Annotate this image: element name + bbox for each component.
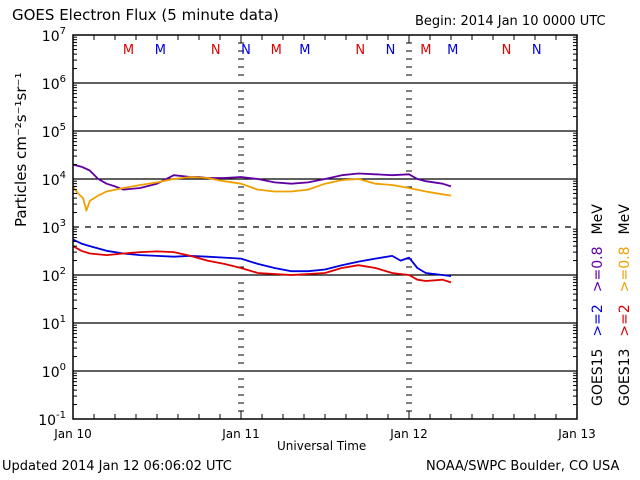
local-time-marker: M	[420, 43, 431, 58]
y-tick-label: 107	[42, 26, 66, 45]
local-time-marker: N	[355, 43, 365, 58]
begin-time: Begin: 2014 Jan 10 0000 UTC	[415, 14, 606, 29]
legend: GOES15 >=2 >=0.8 MeV GOES13 >=2 >=0.8 MeV	[590, 204, 633, 406]
grid-lines	[73, 34, 577, 412]
local-time-marker: N	[386, 43, 396, 58]
x-tick-label: Jan 12	[389, 427, 428, 441]
y-tick-label: 10-1	[38, 410, 66, 429]
y-ticks: 107 106 105 104 103 102 101 100 10-1	[38, 26, 577, 429]
series-line-goes15-0-8-mev	[72, 163, 452, 191]
x-axis-label: Universal Time	[277, 439, 367, 453]
local-time-marker: M	[271, 43, 282, 58]
y-tick-label: 104	[42, 170, 66, 189]
local-time-marker: M	[123, 43, 134, 58]
y-tick-label: 105	[42, 122, 66, 141]
x-ticks: Jan 10 Jan 11 Jan 12 Jan 13	[53, 35, 596, 441]
series-line-goes13-0-8-mev	[72, 176, 452, 212]
x-tick-label: Jan 13	[557, 427, 596, 441]
local-time-marker: N	[532, 43, 542, 58]
x-tick-label: Jan 10	[53, 427, 92, 441]
legend-entry: >=2	[617, 304, 633, 336]
x-tick-label: Jan 11	[221, 427, 260, 441]
local-time-marker: N	[502, 43, 512, 58]
y-tick-label: 101	[42, 314, 66, 333]
chart-title: GOES Electron Flux (5 minute data)	[12, 6, 279, 24]
legend-entry: >=2	[590, 304, 606, 336]
legend-entry: GOES15	[590, 349, 606, 406]
legend-entry: MeV	[617, 204, 633, 235]
y-tick-label: 102	[42, 266, 66, 285]
local-time-marker: M	[447, 43, 458, 58]
y-tick-label: 106	[42, 74, 66, 93]
series-line-goes15-2-mev	[72, 238, 452, 277]
series-line-goes13-2-mev	[72, 245, 452, 284]
legend-entry: >=0.8	[590, 246, 606, 292]
legend-entry: GOES13	[617, 349, 633, 406]
legend-entry: >=0.8	[617, 246, 633, 292]
legend-entry: MeV	[590, 204, 606, 235]
y-tick-label: 100	[42, 362, 66, 381]
local-time-marker: M	[155, 43, 166, 58]
y-tick-label: 103	[42, 218, 66, 237]
local-time-marker: N	[241, 43, 251, 58]
updated-timestamp: Updated 2014 Jan 12 06:06:02 UTC	[2, 459, 232, 474]
local-time-marker: M	[299, 43, 310, 58]
local-time-marker: N	[211, 43, 221, 58]
series-lines	[72, 163, 452, 284]
credit-text: NOAA/SWPC Boulder, CO USA	[426, 459, 620, 474]
